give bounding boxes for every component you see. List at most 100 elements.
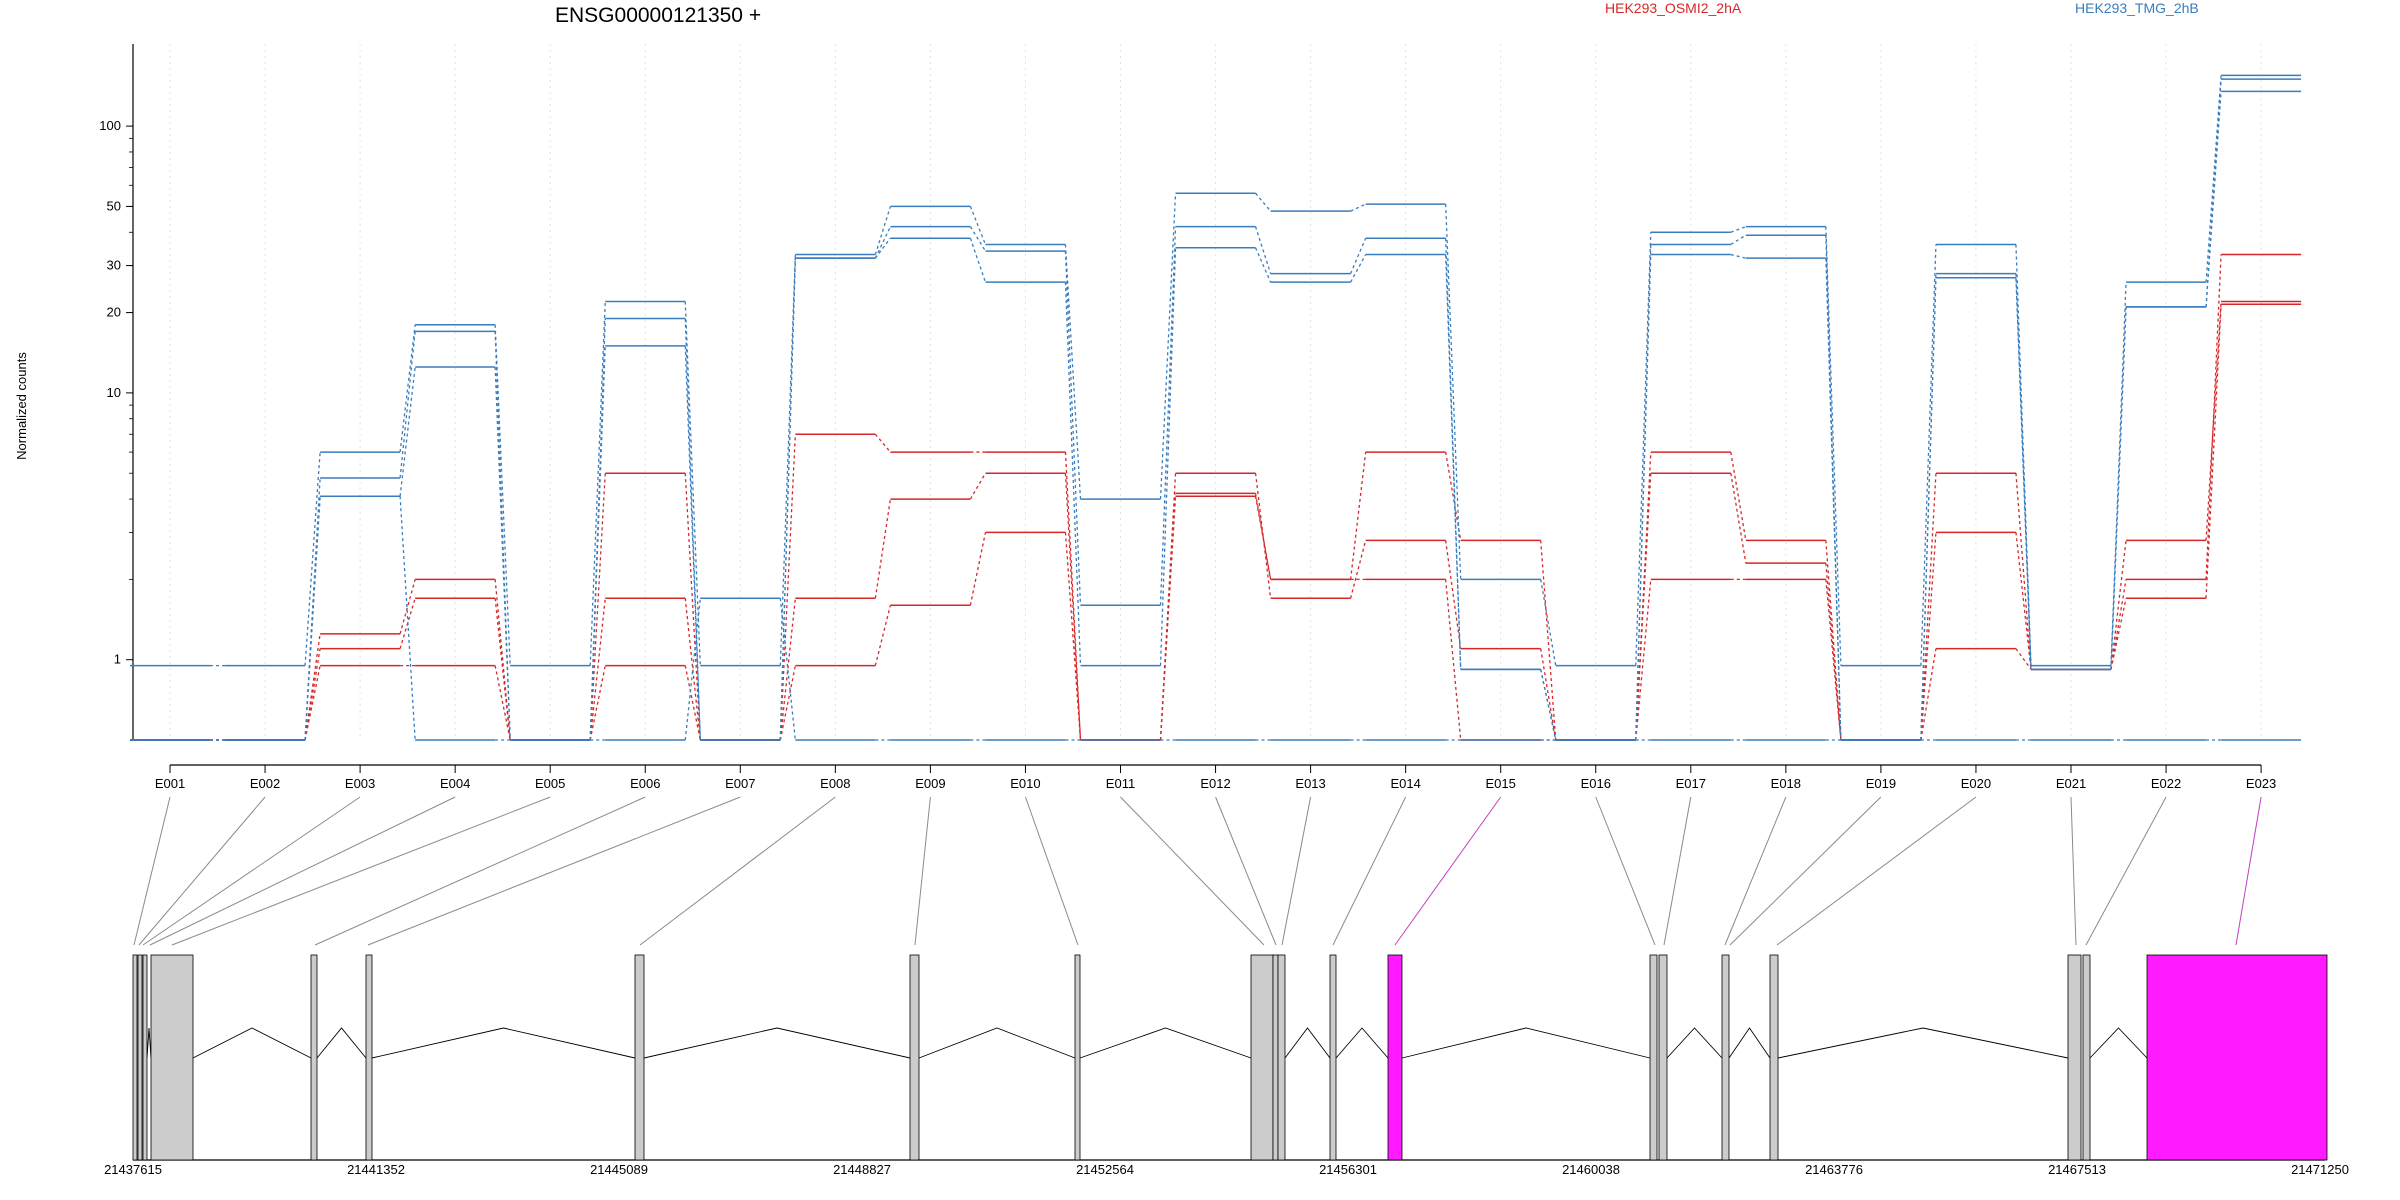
map-line-e017	[1663, 796, 1692, 946]
map-line-e020	[1776, 796, 1977, 946]
map-line-e013	[1281, 796, 1312, 946]
series-5	[130, 78, 2302, 741]
highlighted-exon	[1387, 954, 1403, 1161]
map-line-e011	[1120, 796, 1265, 946]
connector-e019	[1920, 648, 1937, 741]
x-tick-label-e004: E004	[440, 776, 470, 791]
connector-e003	[399, 331, 416, 479]
connector-e017	[1730, 234, 1747, 246]
connector-e004	[494, 665, 511, 741]
connector-e009	[969, 532, 987, 606]
exon-block	[365, 954, 373, 1161]
genomic-tick-label: 21448827	[833, 1162, 891, 1177]
connector-e004	[494, 331, 511, 741]
connector-e021	[2110, 540, 2127, 670]
connector-e020	[2015, 277, 2032, 670]
intron-line	[1079, 1027, 1252, 1059]
exon-block	[1329, 954, 1337, 1161]
exon-block	[2082, 954, 2091, 1161]
connector-e016	[1635, 473, 1652, 741]
x-tick-label-e007: E007	[725, 776, 755, 791]
connector-e017	[1730, 473, 1747, 564]
connector-e012	[1254, 473, 1272, 599]
connector-e005	[589, 301, 606, 666]
connector-e014	[1445, 540, 1462, 649]
connector-e015	[1540, 669, 1557, 741]
series-6	[130, 90, 2302, 741]
connector-e019	[1920, 244, 1937, 666]
x-tick-label-e016: E016	[1581, 776, 1611, 791]
exon-block	[1277, 954, 1286, 1161]
series-7	[130, 495, 2302, 741]
connector-e018	[1825, 540, 1842, 741]
genomic-tick-label: 21463776	[1805, 1162, 1863, 1177]
intron-line	[643, 1027, 911, 1059]
y-tick-label-10: 10	[107, 385, 121, 400]
exon-block	[909, 954, 920, 1161]
connector-e009	[969, 226, 987, 252]
exon-block	[1658, 954, 1668, 1161]
connector-e019	[1920, 532, 1937, 741]
x-tick-label-e023: E023	[2246, 776, 2276, 791]
connector-e002	[304, 496, 321, 741]
map-line-e018	[1724, 796, 1787, 946]
x-tick-label-e020: E020	[1961, 776, 1991, 791]
chart-title: ENSG00000121350 +	[555, 4, 761, 27]
connector-e021	[2110, 598, 2127, 670]
connector-e012	[1254, 493, 1272, 580]
y-tick-label-100: 100	[99, 118, 121, 133]
map-line-e007	[367, 796, 741, 946]
connector-e022	[2205, 304, 2222, 599]
connector-e018	[1825, 226, 1842, 666]
connector-e007	[779, 254, 796, 666]
intron-line	[1401, 1027, 1651, 1059]
legend-entry-osmi2: HEK293_OSMI2_2hA	[1605, 0, 1742, 16]
connector-e005	[589, 598, 606, 741]
y-tick-label-20: 20	[107, 305, 121, 320]
highlighted-exon	[2146, 954, 2328, 1161]
expression-plot: 1 10 20 30 50 100 E001 E002 E003 E004 E005 E006 E007…	[99, 44, 2302, 791]
connector-e007	[779, 665, 796, 741]
connector-e007	[779, 258, 796, 741]
connector-e021	[2110, 306, 2127, 670]
x-tick-label-e022: E022	[2151, 776, 2181, 791]
connector-e005	[589, 345, 606, 741]
connector-e013	[1350, 254, 1367, 283]
intron-line	[1777, 1027, 2069, 1059]
map-line-e019	[1729, 796, 1882, 946]
connector-e010	[1064, 452, 1082, 741]
connector-e022	[2205, 91, 2222, 307]
connector-e014	[1445, 204, 1462, 580]
connector-e016	[1635, 579, 1652, 741]
connector-e012	[1255, 192, 1272, 212]
connector-e009	[969, 206, 987, 245]
connector-e014	[1445, 579, 1462, 741]
connector-e015	[1540, 540, 1557, 741]
intron-line	[1728, 1027, 1771, 1059]
connector-e012	[1254, 496, 1272, 580]
exon-block	[2067, 954, 2082, 1161]
exon-block	[1649, 954, 1658, 1161]
connector-e006	[684, 318, 701, 741]
connector-e017	[1730, 253, 1746, 259]
map-line-e021	[2070, 796, 2077, 946]
connector-e022	[2205, 75, 2222, 283]
exon-block	[1769, 954, 1779, 1161]
exon-block	[137, 954, 143, 1161]
connector-e006	[684, 665, 701, 741]
map-line-e009	[914, 796, 931, 946]
map-line-e010	[1024, 796, 1079, 946]
connector-e018	[1825, 579, 1842, 741]
connector-e011	[1159, 247, 1177, 666]
connector-e013	[1350, 203, 1366, 212]
x-tick-label-e008: E008	[820, 776, 850, 791]
map-line-e008	[639, 796, 836, 946]
map-line-e002	[138, 796, 266, 946]
genomic-tick-label: 21437615	[104, 1162, 162, 1177]
connector-e018	[1825, 258, 1842, 741]
intron-line	[146, 1027, 152, 1059]
x-tick-label-e017: E017	[1676, 776, 1706, 791]
connector-e017	[1730, 226, 1747, 233]
genomic-tick-label: 21471250	[2291, 1162, 2349, 1177]
